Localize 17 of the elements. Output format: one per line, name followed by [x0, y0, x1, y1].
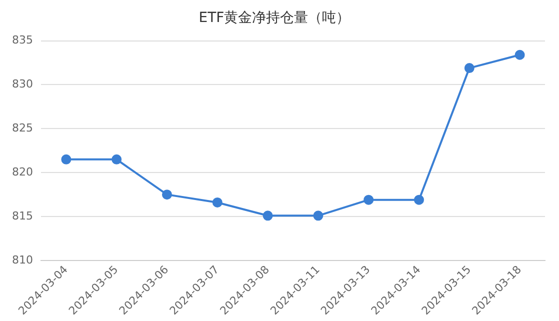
y-tick-label: 815 — [12, 209, 33, 222]
point — [112, 154, 122, 164]
chart-title: ETF黄金净持仓量（吨） — [198, 10, 350, 26]
y-tick-label: 825 — [12, 122, 33, 135]
y-tick-label: 830 — [12, 78, 33, 91]
point — [212, 197, 222, 208]
point — [414, 194, 424, 205]
point — [514, 50, 525, 60]
point — [262, 210, 273, 221]
point — [464, 63, 474, 74]
point — [364, 194, 374, 205]
point — [162, 190, 172, 200]
y-tick-label: 810 — [12, 253, 33, 266]
y-tick-label: 820 — [12, 165, 33, 178]
point — [61, 154, 72, 164]
point — [313, 210, 324, 221]
y-tick-label: 835 — [12, 34, 33, 47]
